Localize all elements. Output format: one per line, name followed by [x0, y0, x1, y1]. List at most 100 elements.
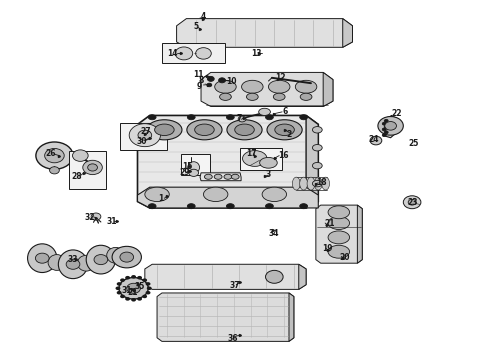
Ellipse shape — [242, 80, 263, 93]
Text: 30: 30 — [136, 137, 147, 146]
Text: 27: 27 — [140, 127, 150, 136]
Ellipse shape — [120, 278, 125, 282]
Ellipse shape — [45, 148, 64, 163]
Polygon shape — [138, 187, 318, 208]
Text: 35: 35 — [134, 282, 145, 291]
Ellipse shape — [207, 76, 214, 81]
Ellipse shape — [187, 204, 195, 209]
Ellipse shape — [267, 120, 302, 140]
Text: 37: 37 — [230, 281, 241, 290]
Ellipse shape — [370, 136, 382, 145]
Ellipse shape — [147, 287, 152, 290]
Ellipse shape — [385, 122, 396, 130]
Ellipse shape — [117, 282, 122, 286]
Text: 3: 3 — [266, 170, 270, 179]
Ellipse shape — [131, 298, 136, 302]
Ellipse shape — [322, 177, 330, 190]
Ellipse shape — [35, 253, 49, 263]
Ellipse shape — [226, 204, 234, 209]
Ellipse shape — [219, 78, 225, 83]
Ellipse shape — [49, 167, 59, 174]
Text: 9: 9 — [197, 82, 202, 91]
Ellipse shape — [300, 177, 308, 190]
Ellipse shape — [77, 255, 95, 271]
Ellipse shape — [384, 125, 388, 128]
Ellipse shape — [125, 297, 130, 301]
Ellipse shape — [175, 47, 193, 60]
Polygon shape — [289, 293, 294, 341]
Ellipse shape — [266, 270, 283, 283]
Ellipse shape — [214, 174, 222, 179]
Text: 22: 22 — [391, 109, 402, 118]
Ellipse shape — [142, 278, 147, 282]
Ellipse shape — [86, 245, 116, 274]
Ellipse shape — [88, 164, 98, 171]
Text: 31: 31 — [107, 217, 117, 226]
Text: 24: 24 — [368, 135, 379, 144]
Text: 2: 2 — [286, 130, 292, 139]
Ellipse shape — [227, 120, 262, 140]
Ellipse shape — [313, 144, 322, 151]
Ellipse shape — [204, 174, 212, 179]
Ellipse shape — [73, 150, 88, 161]
Ellipse shape — [131, 275, 136, 279]
Ellipse shape — [145, 187, 169, 202]
Polygon shape — [145, 264, 306, 289]
Polygon shape — [157, 293, 294, 341]
Text: 26: 26 — [45, 149, 56, 158]
Ellipse shape — [215, 80, 236, 93]
Ellipse shape — [266, 204, 273, 209]
Polygon shape — [306, 116, 318, 208]
Ellipse shape — [313, 162, 322, 169]
Ellipse shape — [259, 108, 270, 116]
Ellipse shape — [224, 174, 232, 179]
Ellipse shape — [203, 187, 228, 202]
Text: 23: 23 — [407, 198, 418, 207]
Ellipse shape — [313, 127, 322, 133]
Polygon shape — [201, 72, 333, 107]
Ellipse shape — [119, 278, 148, 299]
Ellipse shape — [188, 162, 199, 173]
Bar — [69, 151, 106, 189]
Ellipse shape — [148, 115, 156, 120]
Polygon shape — [316, 205, 362, 263]
Text: 31: 31 — [121, 286, 131, 295]
Ellipse shape — [235, 124, 254, 135]
Ellipse shape — [300, 204, 308, 209]
Text: 16: 16 — [278, 151, 288, 160]
Ellipse shape — [195, 124, 214, 135]
Ellipse shape — [91, 213, 101, 220]
Ellipse shape — [120, 294, 125, 298]
Polygon shape — [357, 205, 362, 263]
Ellipse shape — [293, 177, 300, 190]
Text: 18: 18 — [317, 177, 327, 186]
Text: 6: 6 — [283, 107, 288, 116]
Polygon shape — [176, 19, 352, 47]
Ellipse shape — [226, 115, 234, 120]
Bar — [121, 123, 167, 149]
Ellipse shape — [148, 204, 156, 209]
Bar — [180, 154, 210, 175]
Ellipse shape — [142, 294, 147, 298]
Text: 32: 32 — [84, 213, 95, 222]
Ellipse shape — [147, 120, 182, 140]
Ellipse shape — [187, 120, 222, 140]
Ellipse shape — [58, 250, 88, 279]
Polygon shape — [200, 173, 241, 181]
Polygon shape — [343, 19, 352, 47]
Ellipse shape — [328, 206, 349, 219]
Ellipse shape — [300, 115, 308, 120]
Ellipse shape — [328, 231, 349, 244]
Text: 29: 29 — [180, 168, 190, 177]
Ellipse shape — [137, 276, 142, 279]
Text: 4: 4 — [201, 12, 206, 21]
Text: 21: 21 — [127, 288, 138, 297]
Text: 5: 5 — [194, 22, 199, 31]
Ellipse shape — [408, 199, 416, 205]
Ellipse shape — [116, 287, 121, 290]
Ellipse shape — [403, 196, 421, 209]
Bar — [240, 148, 282, 170]
Text: 21: 21 — [324, 219, 335, 228]
Ellipse shape — [266, 115, 273, 120]
Ellipse shape — [137, 297, 142, 301]
